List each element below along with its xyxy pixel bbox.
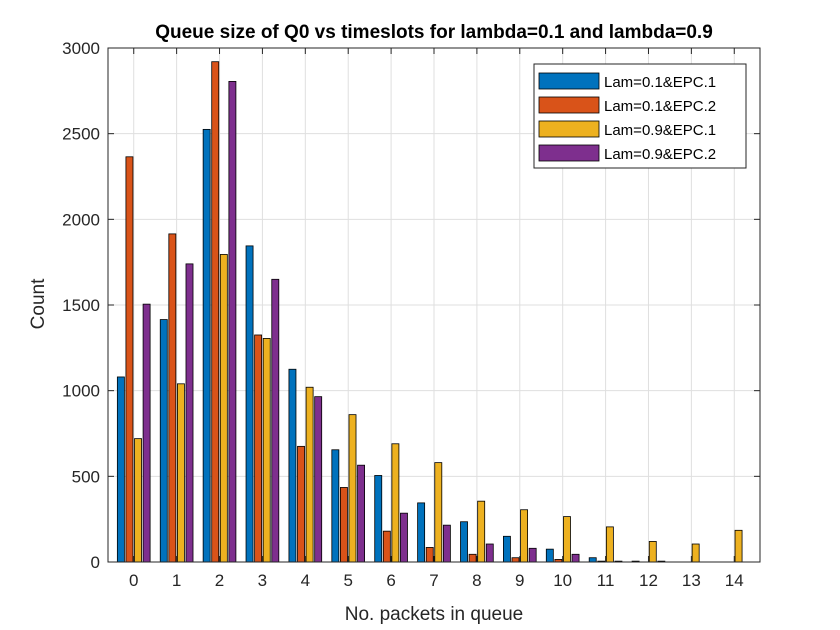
- bar: [159, 319, 168, 563]
- bar: [254, 334, 263, 563]
- bar: [528, 547, 537, 563]
- legend-swatch: [538, 72, 600, 90]
- x-tick-label: 5: [343, 571, 352, 590]
- bar: [314, 396, 323, 563]
- bar: [134, 438, 142, 563]
- bar: [520, 509, 528, 563]
- bar: [511, 557, 520, 563]
- bar: [571, 553, 580, 563]
- legend-entry-label: Lam=0.1&EPC.1: [604, 74, 716, 91]
- legend-swatch: [538, 144, 600, 162]
- bar: [425, 547, 434, 563]
- y-tick-label: 3000: [62, 39, 100, 58]
- bar: [305, 386, 314, 563]
- bar: [297, 445, 305, 563]
- bar: [460, 521, 468, 563]
- bar: [168, 233, 177, 563]
- x-tick-label: 11: [597, 571, 615, 590]
- y-tick-label: 500: [72, 467, 100, 486]
- legend-entry-label: Lam=0.9&EPC.1: [604, 122, 716, 139]
- x-tick-label: 13: [682, 571, 701, 590]
- bar: [400, 512, 408, 563]
- bar: [185, 263, 194, 563]
- x-tick-label: 14: [725, 571, 744, 590]
- chart-title: Queue size of Q0 vs timeslots for lambda…: [155, 22, 713, 43]
- bar: [734, 529, 743, 563]
- legend-swatch: [538, 120, 600, 138]
- y-tick-label: 2500: [62, 125, 100, 144]
- bar: [563, 516, 571, 563]
- x-tick-label: 10: [553, 571, 572, 590]
- bar: [477, 500, 486, 563]
- x-tick-label: 8: [472, 571, 481, 590]
- bar: [219, 254, 228, 563]
- bar: [202, 128, 211, 563]
- x-tick-label: 7: [429, 571, 438, 590]
- bar: [142, 303, 151, 563]
- bar: [245, 245, 254, 563]
- legend: Lam=0.1&EPC.1 Lam=0.1&EPC.2 Lam=0.9&EPC.1 L…: [533, 63, 747, 169]
- bar: [211, 61, 220, 563]
- bar: [605, 526, 614, 563]
- bar: [125, 156, 134, 563]
- bar: [348, 414, 357, 563]
- bar: [357, 464, 365, 563]
- x-tick-label: 12: [639, 571, 658, 590]
- bar: [691, 543, 700, 563]
- bar: [468, 553, 477, 563]
- y-tick-label: 2000: [62, 210, 100, 229]
- bar: [382, 530, 391, 563]
- bar: [374, 475, 383, 563]
- plot-area-frame: [107, 47, 761, 563]
- y-tick-label: 0: [91, 553, 100, 572]
- legend-entry-label: Lam=0.1&EPC.2: [604, 98, 716, 115]
- x-tick-label: 1: [172, 571, 181, 590]
- bar: [485, 543, 494, 563]
- x-tick-label: 3: [258, 571, 267, 590]
- x-tick-label: 2: [215, 571, 224, 590]
- x-tick-label: 0: [129, 571, 138, 590]
- x-tick-label: 4: [301, 571, 310, 590]
- bar: [177, 383, 185, 563]
- bar: [228, 81, 237, 563]
- x-tick-label: 9: [515, 571, 524, 590]
- bar: [588, 557, 597, 563]
- bar: [648, 541, 657, 563]
- bar: [271, 278, 280, 563]
- bar: [434, 462, 443, 563]
- y-tick-label: 1500: [62, 296, 100, 315]
- legend-entry-label: Lam=0.9&EPC.2: [604, 146, 716, 163]
- bar: [116, 376, 125, 563]
- bar: [545, 548, 554, 563]
- bar: [288, 368, 297, 563]
- bar: [503, 535, 511, 563]
- bar: [391, 443, 400, 563]
- y-tick-label: 1000: [62, 382, 100, 401]
- bar: [340, 487, 348, 563]
- legend-swatch: [538, 96, 600, 114]
- bar: [417, 502, 426, 563]
- bar: [442, 524, 451, 563]
- y-axis-label: Count: [28, 278, 49, 329]
- bar: [331, 449, 340, 563]
- x-tick-label: 6: [386, 571, 395, 590]
- x-axis-label: No. packets in queue: [345, 604, 524, 625]
- bar: [262, 338, 271, 563]
